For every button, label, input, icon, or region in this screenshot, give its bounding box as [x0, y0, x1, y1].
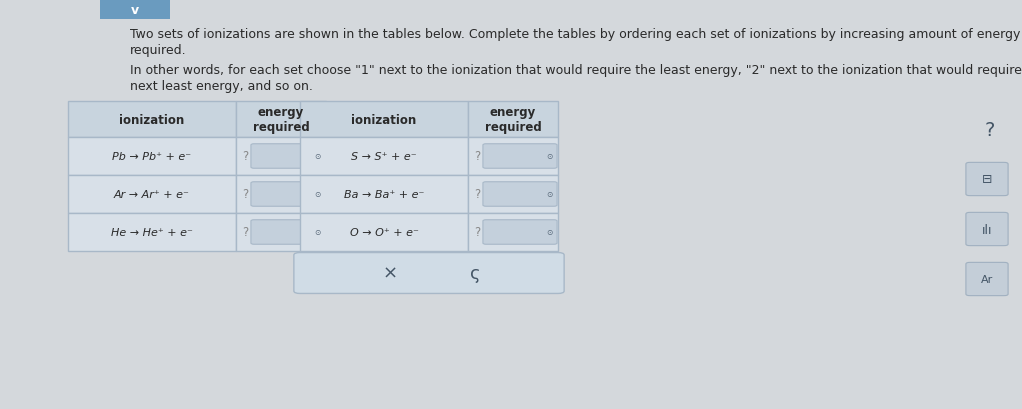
FancyBboxPatch shape: [966, 213, 1008, 246]
Text: ?: ?: [242, 188, 248, 201]
Text: energy
required: energy required: [484, 106, 542, 134]
FancyBboxPatch shape: [251, 182, 325, 207]
Text: ⊟: ⊟: [982, 173, 992, 186]
Text: ⊙: ⊙: [546, 152, 552, 161]
Text: Ar: Ar: [981, 274, 993, 284]
FancyBboxPatch shape: [300, 175, 468, 213]
Text: ×: ×: [382, 264, 398, 282]
Text: ς: ς: [470, 264, 480, 282]
Text: next least energy, and so on.: next least energy, and so on.: [130, 80, 313, 93]
Text: Two sets of ionizations are shown in the tables below. Complete the tables by or: Two sets of ionizations are shown in the…: [130, 28, 1020, 41]
Text: ⊙: ⊙: [314, 228, 320, 237]
Text: He → He⁺ + e⁻: He → He⁺ + e⁻: [111, 227, 193, 237]
Text: energy
required: energy required: [252, 106, 310, 134]
Text: ⊙: ⊙: [314, 152, 320, 161]
FancyBboxPatch shape: [483, 182, 557, 207]
Text: ionization: ionization: [352, 113, 417, 126]
Text: required.: required.: [130, 44, 187, 57]
FancyBboxPatch shape: [236, 102, 326, 138]
Text: ⊙: ⊙: [546, 190, 552, 199]
FancyBboxPatch shape: [236, 138, 326, 175]
Text: ?: ?: [985, 120, 995, 139]
FancyBboxPatch shape: [468, 138, 558, 175]
FancyBboxPatch shape: [251, 220, 325, 245]
FancyBboxPatch shape: [966, 263, 1008, 296]
Text: S → S⁺ + e⁻: S → S⁺ + e⁻: [352, 152, 417, 162]
FancyBboxPatch shape: [483, 144, 557, 169]
FancyBboxPatch shape: [468, 102, 558, 138]
Text: ?: ?: [474, 188, 480, 201]
FancyBboxPatch shape: [68, 213, 236, 252]
FancyBboxPatch shape: [68, 175, 236, 213]
FancyBboxPatch shape: [300, 138, 468, 175]
FancyBboxPatch shape: [468, 213, 558, 252]
FancyBboxPatch shape: [294, 253, 564, 294]
Text: O → O⁺ + e⁻: O → O⁺ + e⁻: [350, 227, 418, 237]
FancyBboxPatch shape: [251, 144, 325, 169]
Text: ?: ?: [474, 150, 480, 163]
Text: In other words, for each set choose "1" next to the ionization that would requir: In other words, for each set choose "1" …: [130, 64, 1022, 77]
Text: Ba → Ba⁺ + e⁻: Ba → Ba⁺ + e⁻: [343, 189, 424, 200]
Text: ⊙: ⊙: [546, 228, 552, 237]
FancyBboxPatch shape: [966, 163, 1008, 196]
FancyBboxPatch shape: [100, 0, 170, 20]
Text: Pb → Pb⁺ + e⁻: Pb → Pb⁺ + e⁻: [112, 152, 191, 162]
FancyBboxPatch shape: [300, 213, 468, 252]
Text: ?: ?: [474, 226, 480, 239]
Text: ionization: ionization: [120, 113, 185, 126]
FancyBboxPatch shape: [236, 213, 326, 252]
Text: v: v: [131, 4, 139, 16]
FancyBboxPatch shape: [236, 175, 326, 213]
FancyBboxPatch shape: [68, 102, 236, 138]
Text: Ar → Ar⁺ + e⁻: Ar → Ar⁺ + e⁻: [114, 189, 190, 200]
Text: ⊙: ⊙: [314, 190, 320, 199]
Text: ?: ?: [242, 226, 248, 239]
FancyBboxPatch shape: [68, 138, 236, 175]
Text: ılı: ılı: [982, 223, 992, 236]
FancyBboxPatch shape: [300, 102, 468, 138]
FancyBboxPatch shape: [483, 220, 557, 245]
FancyBboxPatch shape: [468, 175, 558, 213]
Text: ?: ?: [242, 150, 248, 163]
